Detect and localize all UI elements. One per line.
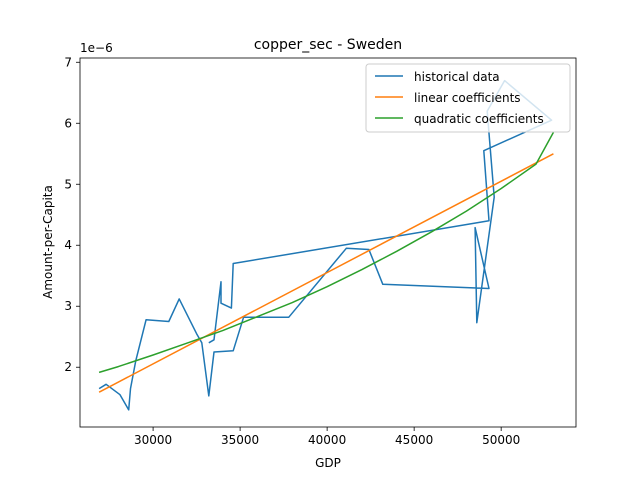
legend-label-quadratic-coefficients: quadratic coefficients xyxy=(414,112,544,126)
y-offset-label: 1e−6 xyxy=(80,41,113,55)
x-axis: 30000 35000 40000 45000 50000 xyxy=(134,427,520,447)
legend: historical data linear coefficients quad… xyxy=(365,63,571,133)
x-tick-label: 45000 xyxy=(395,433,433,447)
x-tick-label: 50000 xyxy=(482,433,520,447)
legend-box xyxy=(365,63,571,133)
legend-label-historical-data: historical data xyxy=(414,70,500,84)
y-tick-label: 6 xyxy=(64,116,72,130)
y-tick-label: 7 xyxy=(64,55,72,69)
y-axis-label: Amount-per-Capita xyxy=(41,185,55,299)
y-axis: 2 3 4 5 6 7 xyxy=(64,55,80,374)
y-tick-label: 5 xyxy=(64,177,72,191)
x-axis-label: GDP xyxy=(315,456,341,470)
plot-lines xyxy=(98,79,555,411)
x-tick-label: 30000 xyxy=(134,433,172,447)
y-tick-label: 4 xyxy=(64,238,72,252)
legend-label-linear-coefficients: linear coefficients xyxy=(414,91,521,105)
series-line-historical-data xyxy=(98,79,553,411)
chart-title: copper_sec - Sweden xyxy=(254,37,402,53)
x-tick-label: 40000 xyxy=(308,433,346,447)
series-line-quadratic-coefficients xyxy=(98,132,555,374)
plot-frame xyxy=(79,57,577,428)
series-line-linear-coefficients xyxy=(98,153,554,393)
y-tick-label: 2 xyxy=(64,360,72,374)
x-tick-label: 35000 xyxy=(221,433,259,447)
y-tick-label: 3 xyxy=(64,299,72,313)
